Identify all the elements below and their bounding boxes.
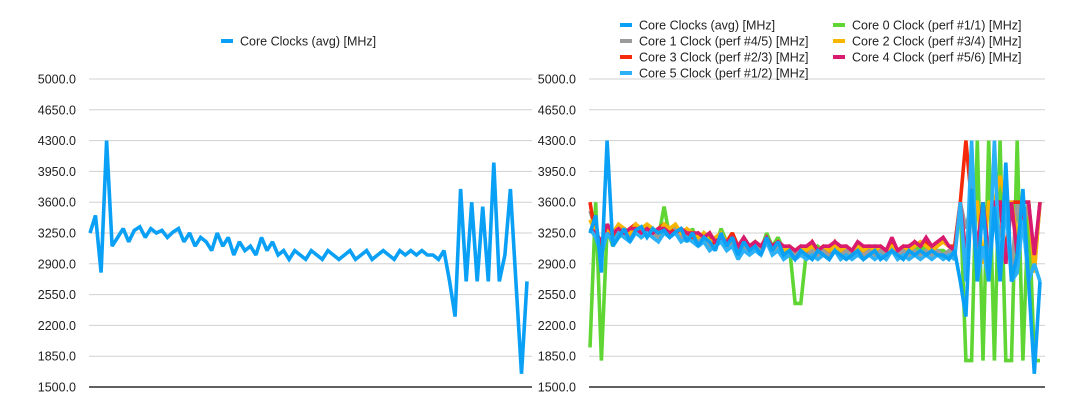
legend-entry: Core Clocks (avg) [MHz] [221, 35, 376, 49]
y-tick-label: 4300.0 [538, 134, 576, 148]
y-tick-label: 3600.0 [538, 196, 576, 210]
y-tick-label: 2550.0 [38, 288, 76, 302]
y-tick-label: 5000.0 [38, 73, 76, 87]
legend-swatch [620, 71, 632, 75]
chart-core-clocks-all: 5000.0 4650.0 4300.0 3950.0 3600.0 3250.0 2900… [538, 19, 1045, 395]
y-tick-label: 1500.0 [538, 381, 576, 395]
y-tick-label: 5000.0 [538, 73, 576, 87]
legend-swatch [221, 39, 233, 43]
series-line-0 [88, 140, 529, 374]
legend-entry: Core Clocks (avg) [MHz] [620, 19, 775, 33]
y-tick-label: 3250.0 [538, 227, 576, 241]
legend-label: Core 4 Clock (perf #5/6) [MHz] [852, 51, 1022, 65]
legend-label: Core 5 Clock (perf #1/2) [MHz] [639, 67, 809, 81]
series-line-0 [588, 140, 1042, 374]
legend-entry: Core 0 Clock (perf #1/1) [MHz] [833, 19, 1022, 33]
legend-entry: Core 5 Clock (perf #1/2) [MHz] [620, 67, 809, 81]
legend-swatch [833, 55, 845, 59]
y-tick-label: 3950.0 [538, 165, 576, 179]
legend-label: Core 3 Clock (perf #2/3) [MHz] [639, 51, 809, 65]
legend-swatch [620, 55, 632, 59]
legend-label: Core Clocks (avg) [MHz] [639, 19, 775, 33]
legend-entry: Core 4 Clock (perf #5/6) [MHz] [833, 51, 1022, 65]
y-tick-label: 4650.0 [538, 103, 576, 117]
legend-swatch [620, 23, 632, 27]
legend-label: Core Clocks (avg) [MHz] [240, 35, 376, 49]
legend-entry: Core 3 Clock (perf #2/3) [MHz] [620, 51, 809, 65]
y-tick-label: 3250.0 [38, 227, 76, 241]
legend-label: Core 1 Clock (perf #4/5) [MHz] [639, 35, 809, 49]
legend-swatch [620, 39, 632, 43]
y-tick-label: 4650.0 [38, 103, 76, 117]
legend-label: Core 0 Clock (perf #1/1) [MHz] [852, 19, 1022, 33]
y-tick-label: 2200.0 [38, 319, 76, 333]
y-tick-label: 1850.0 [538, 350, 576, 364]
legend-swatch [833, 23, 845, 27]
legend-label: Core 2 Clock (perf #3/4) [MHz] [852, 35, 1022, 49]
y-tick-label: 1850.0 [38, 350, 76, 364]
y-tick-label: 2550.0 [538, 288, 576, 302]
y-tick-label: 4300.0 [38, 134, 76, 148]
y-tick-label: 3600.0 [38, 196, 76, 210]
y-tick-label: 2200.0 [538, 319, 576, 333]
y-tick-label: 2900.0 [38, 257, 76, 271]
y-tick-label: 3950.0 [38, 165, 76, 179]
chart-core-clocks-avg: 5000.0 4650.0 4300.0 3950.0 3600.0 3250.0 2900… [38, 35, 532, 395]
legend-entry: Core 1 Clock (perf #4/5) [MHz] [620, 35, 809, 49]
y-tick-label: 2900.0 [538, 257, 576, 271]
y-tick-label: 1500.0 [38, 381, 76, 395]
legend-entry: Core 2 Clock (perf #3/4) [MHz] [833, 35, 1022, 49]
legend-swatch [833, 39, 845, 43]
